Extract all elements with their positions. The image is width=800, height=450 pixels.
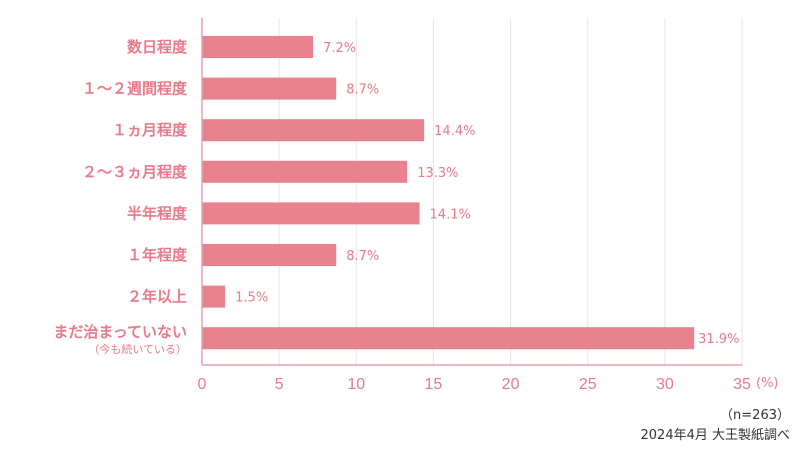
value-label: 14.1% — [430, 207, 471, 222]
category-label: 半年程度 — [127, 204, 188, 222]
category-label: １～２週間程度 — [82, 80, 188, 98]
x-tick-label: 25 — [579, 376, 597, 393]
x-unit-label: (%) — [756, 376, 779, 391]
value-label: 8.7% — [346, 83, 379, 98]
category-sublabel: （今も続いている） — [88, 342, 187, 356]
x-tick-label: 30 — [656, 376, 674, 393]
bar — [202, 327, 695, 350]
category-label: １年程度 — [127, 246, 188, 264]
bar — [202, 244, 337, 266]
x-tick-label: 15 — [425, 376, 443, 393]
bar — [202, 160, 408, 183]
sample-size-note: （n=263） — [720, 408, 790, 423]
value-label: 1.5% — [235, 291, 268, 306]
value-label: 31.9% — [698, 332, 739, 347]
x-tick-label: 0 — [198, 376, 207, 393]
bar — [202, 119, 425, 142]
category-label: 数日程度 — [127, 38, 188, 56]
x-tick-label: 10 — [347, 376, 365, 393]
x-tick-label: 20 — [502, 376, 520, 393]
bar — [202, 285, 226, 308]
source-note: 2024年4月 大王製紙調べ — [640, 428, 791, 443]
value-label: 8.7% — [346, 249, 379, 264]
category-label: １ヵ月程度 — [112, 121, 188, 139]
category-label: ２年以上 — [127, 288, 187, 306]
value-label: 7.2% — [323, 41, 356, 56]
bar — [202, 36, 314, 58]
bar — [202, 77, 337, 100]
x-tick-label: 35 — [733, 376, 751, 393]
category-label: まだ治まっていない — [53, 323, 187, 341]
value-label: 14.4% — [434, 124, 475, 139]
bar — [202, 202, 420, 225]
x-tick-label: 5 — [275, 376, 284, 393]
value-label: 13.3% — [417, 166, 458, 181]
category-label: ２～３ヵ月程度 — [82, 163, 188, 181]
